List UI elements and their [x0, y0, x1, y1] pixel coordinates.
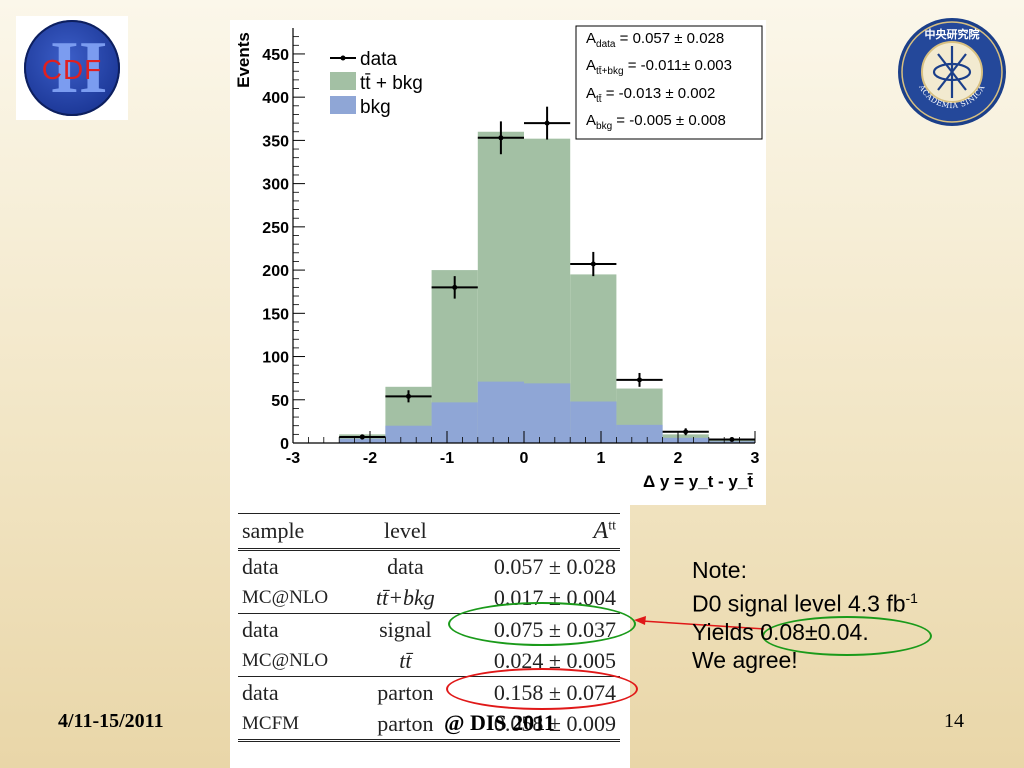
y-tick-label: 350 — [262, 133, 289, 150]
note-d0-text: D0 signal level 4.3 fb — [692, 590, 906, 617]
legend-ttbar-swatch — [330, 72, 356, 90]
legend-label: tt̄ + bkg — [360, 73, 423, 94]
y-tick-label: 0 — [280, 436, 289, 453]
delta-y-histogram: 0 50 100 150 200 250 300 350 400 450 -3 -2 -1 0 1 2 3 Eve… — [234, 25, 763, 491]
row-sample: MCFM — [238, 708, 362, 742]
x-tick-label: 3 — [751, 450, 760, 467]
row-sample: data — [238, 676, 362, 708]
header-asymmetry-sup: tt — [608, 518, 616, 534]
cdf-logo-text: CDF — [41, 54, 103, 85]
table-row: MCFM parton 0.058 ± 0.009 — [238, 708, 620, 742]
y-tick-label: 300 — [262, 177, 289, 194]
header-level: level — [361, 513, 450, 551]
x-tick-label: -1 — [440, 450, 454, 467]
note-d0-line: D0 signal level 4.3 fb-1 — [692, 584, 1012, 618]
svg-text:中央研究院: 中央研究院 — [925, 27, 980, 41]
row-sample: MC@NLO — [242, 586, 329, 608]
row-sample: data — [242, 553, 279, 579]
data-point — [637, 377, 642, 383]
footer-conference: @ DIS 2011 — [444, 710, 555, 735]
parton-highlight-ellipse — [446, 668, 638, 710]
note-heading: Note: — [692, 557, 747, 583]
data-point — [544, 120, 550, 126]
bkg-bar — [662, 437, 709, 443]
bkg-bar — [570, 401, 617, 443]
x-axis-title: Δ y = y_t - y_t̄ — [643, 472, 753, 491]
footer-page-number: 14 — [944, 710, 964, 732]
y-tick-label: 200 — [262, 263, 289, 280]
table-row: data data 0.057 ± 0.028 — [238, 550, 620, 583]
cdf-logo: II CDF — [16, 16, 128, 120]
y-tick-label: 100 — [262, 350, 289, 367]
header-sample: sample — [238, 513, 362, 551]
legend-data-dot — [340, 55, 346, 61]
x-tick-label: -3 — [286, 450, 300, 467]
row-level: tt̄+bkg — [375, 584, 435, 610]
stats-line: Att̄+bkg = -0.011± 0.003 — [586, 57, 732, 77]
cdf-logo-ring — [24, 20, 120, 116]
note-yields-line: Yields 0.08±0.04. — [692, 618, 869, 645]
comparison-arrow — [634, 616, 765, 630]
row-value: 0.058 ± 0.009 — [449, 708, 620, 742]
y-tick-label: 50 — [271, 393, 289, 410]
bkg-bar — [339, 438, 386, 443]
y-tick-label: 400 — [262, 90, 289, 107]
row-level: tt̄ — [399, 647, 412, 673]
academia-sinica-logo: 中央研究院 ACADEMIA SINICA — [896, 16, 1008, 128]
x-tick-label: -2 — [363, 450, 377, 467]
row-level: parton — [361, 708, 450, 742]
data-point — [498, 135, 504, 141]
y-tick-label: 150 — [262, 306, 289, 323]
legend-label: data — [360, 49, 397, 70]
y-tick-label: 250 — [262, 220, 289, 237]
signal-highlight-ellipse — [448, 602, 636, 646]
bkg-bar — [431, 402, 478, 443]
legend-bkg-swatch — [330, 96, 356, 114]
stats-line: Att̄ = -0.013 ± 0.002 — [586, 85, 715, 105]
row-sample: data — [238, 613, 362, 645]
y-tick-label: 450 — [262, 47, 289, 64]
bkg-bar — [524, 383, 571, 443]
footer-date: 4/11-15/2011 — [58, 710, 164, 732]
bkg-bar — [616, 424, 663, 443]
x-tick-label: 1 — [597, 450, 606, 467]
stats-line: Adata = 0.057 ± 0.028 — [586, 30, 724, 50]
bkg-bar — [708, 441, 755, 443]
yields-highlight-ellipse — [762, 616, 932, 656]
bkg-bar — [385, 425, 432, 443]
legend-label: bkg — [360, 97, 391, 118]
row-value: 0.057 ± 0.028 — [493, 553, 616, 579]
x-tick-label: 2 — [674, 450, 683, 467]
stats-line: Abkg = -0.005 ± 0.008 — [586, 112, 726, 132]
data-point — [359, 434, 365, 440]
note-box: Note: D0 signal level 4.3 fb-1 Yields 0.… — [692, 556, 1012, 674]
table-header-row: sample level Att — [238, 513, 620, 551]
row-level: signal — [361, 613, 450, 645]
y-axis-title: Events — [234, 32, 253, 88]
bkg-bar — [477, 381, 524, 443]
row-sample: MC@NLO — [242, 649, 329, 671]
histogram-panel: 0 50 100 150 200 250 300 350 400 450 -3 -2 -1 0 1 2 3 Eve… — [230, 20, 766, 505]
data-point — [729, 437, 735, 443]
asymmetry-table: sample level Att data data 0.057 ± 0.028… — [238, 513, 620, 742]
data-point — [590, 261, 596, 267]
data-point — [683, 429, 689, 435]
x-tick-label: 0 — [520, 450, 529, 467]
data-point — [452, 284, 458, 290]
row-level: data — [387, 553, 424, 579]
header-asymmetry: Att — [449, 513, 620, 551]
data-point — [406, 393, 411, 399]
header-asymmetry-symbol: A — [593, 517, 609, 544]
note-d0-sup: -1 — [905, 590, 918, 606]
note-agree-line: We agree! — [692, 646, 798, 673]
asymmetry-stats-box — [575, 25, 763, 140]
row-level: parton — [361, 676, 450, 708]
